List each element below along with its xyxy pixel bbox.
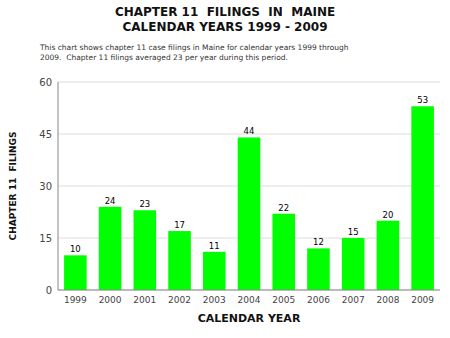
data-label: 10 [70, 244, 81, 254]
bar [342, 238, 365, 290]
data-label: 20 [382, 210, 393, 220]
y-tick-label: 15 [39, 233, 52, 244]
y-tick-label: 60 [39, 77, 52, 88]
grid-line [58, 290, 440, 291]
x-tick-label: 2007 [342, 295, 365, 305]
chart: CHAPTER 11 FILINGS IN MAINECALENDAR YEAR… [0, 0, 450, 338]
data-label: 23 [139, 199, 150, 209]
x-tick-label: 2000 [99, 295, 122, 305]
title: CHAPTER 11 FILINGS IN MAINECALENDAR YEAR… [115, 5, 335, 34]
data-label: 17 [174, 220, 185, 230]
bar [411, 106, 434, 290]
bar [377, 221, 400, 290]
title-line: CHAPTER 11 FILINGS IN MAINE [115, 5, 335, 19]
bar [134, 210, 157, 290]
data-labels: 10 24 23 17 11 44 22 12 15 20 53 [70, 95, 428, 254]
y-axis-line [58, 82, 59, 290]
y-axis-label: CHAPTER 11 FILINGS [8, 132, 18, 241]
data-label: 44 [244, 126, 255, 136]
x-tick-label: 2009 [411, 295, 434, 305]
x-axis-line [58, 290, 440, 291]
data-label: 53 [417, 95, 428, 105]
bars [64, 106, 434, 290]
x-tick-label: 2001 [133, 295, 156, 305]
x-tick-label: 2002 [168, 295, 191, 305]
x-tick-label: 2006 [307, 295, 330, 305]
x-tick-label: 2008 [376, 295, 399, 305]
bar [307, 248, 330, 290]
x-axis: 1999 2000 2001 2002 2003 2004 2005 2006 2007 2008… [64, 295, 434, 305]
data-label: 24 [105, 196, 116, 206]
x-axis-label: CALENDAR YEAR [198, 312, 301, 325]
subtitle: This chart shows chapter 11 case filings… [39, 43, 349, 62]
y-tick-label: 30 [39, 181, 52, 192]
grid-line [58, 82, 440, 83]
data-label: 15 [348, 227, 359, 237]
title-line: CALENDAR YEARS 1999 - 2009 [122, 20, 327, 34]
y-tick-label: 0 [46, 285, 52, 296]
x-tick-label: 2004 [238, 295, 261, 305]
bar [99, 207, 122, 290]
x-tick-label: 2005 [272, 295, 295, 305]
x-tick-label: 2003 [203, 295, 226, 305]
data-label: 12 [313, 237, 324, 247]
y-axis: 0 15 30 45 60 [39, 77, 440, 296]
y-tick-label: 45 [39, 129, 52, 140]
x-tick-label: 1999 [64, 295, 87, 305]
subtitle-line: 2009. Chapter 11 filings averaged 23 per… [40, 53, 288, 62]
bar [168, 231, 191, 290]
bar [203, 252, 226, 290]
bar [238, 137, 261, 290]
data-label: 11 [209, 241, 220, 251]
data-label: 22 [278, 203, 289, 213]
bar [64, 255, 87, 290]
subtitle-line: This chart shows chapter 11 case filings… [39, 43, 349, 52]
bar [272, 214, 295, 290]
